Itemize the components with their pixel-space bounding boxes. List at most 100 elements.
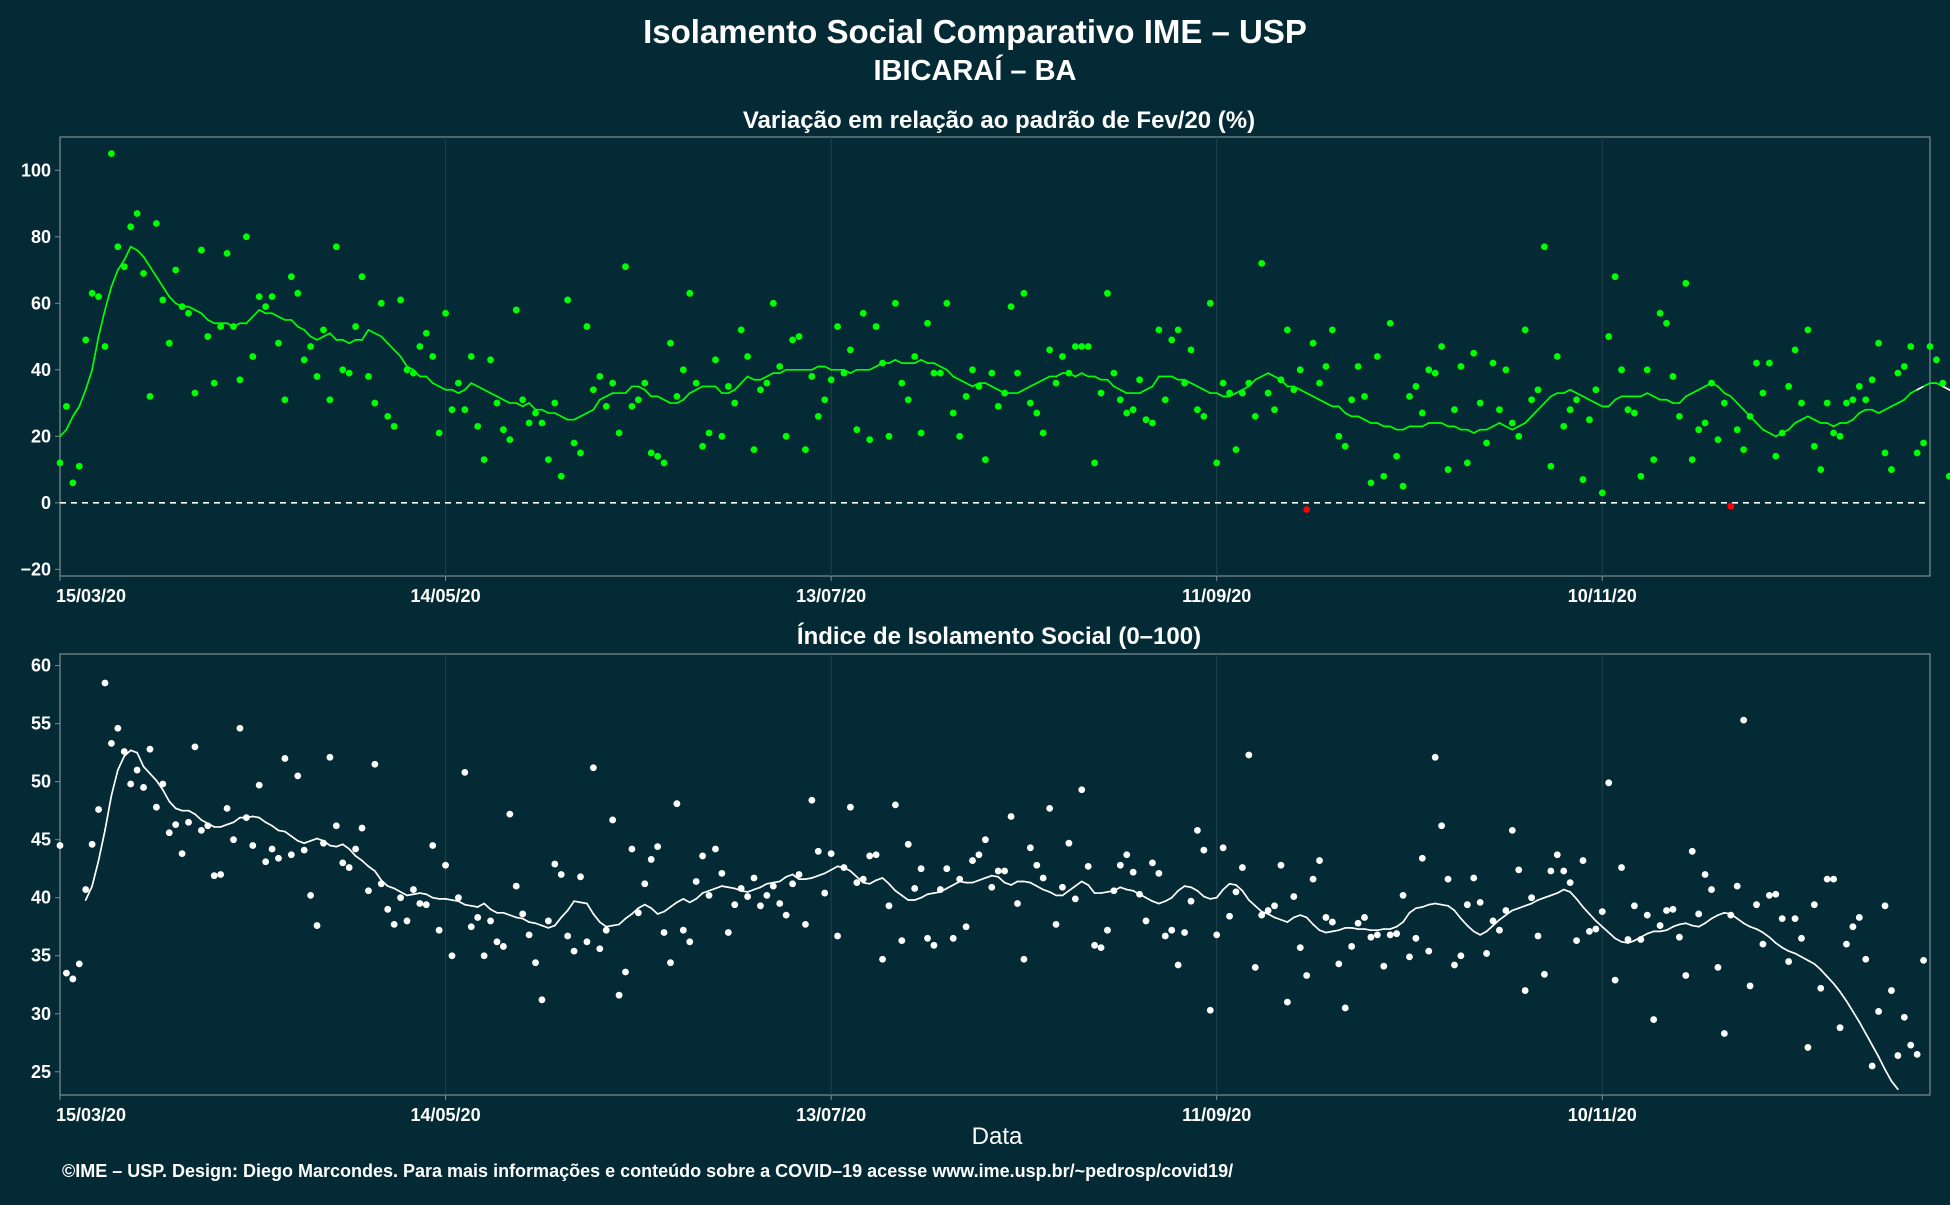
index-data-point [1669, 905, 1677, 913]
index-data-point [1290, 893, 1298, 900]
variation-moving-average-segment [1691, 388, 1700, 394]
index-data-point [101, 679, 109, 687]
index-data-point [1258, 911, 1266, 919]
index-data-point [949, 934, 957, 942]
variation-moving-average-segment [1845, 418, 1854, 424]
index-moving-average-segment [399, 891, 408, 897]
variation-data-point [1161, 396, 1169, 404]
variation-moving-average-segment [110, 269, 119, 288]
index-panel: Índice de Isolamento Social (0–100) 15/0… [31, 622, 1931, 1125]
index-data-point [1663, 907, 1670, 914]
index-data-point [1618, 864, 1625, 871]
variation-moving-average-segment [380, 335, 389, 345]
index-data-point [686, 938, 694, 946]
variation-data-point [1669, 373, 1677, 380]
index-moving-average-segment [714, 885, 723, 890]
variation-data-point [384, 412, 392, 420]
variation-data-point [461, 406, 469, 414]
variation-y-tick-label: 40 [31, 360, 51, 380]
variation-data-point [506, 436, 514, 444]
variation-data-point [577, 449, 584, 457]
index-moving-average-segment [1460, 917, 1469, 927]
index-moving-average-segment [187, 809, 196, 816]
index-data-point [872, 851, 880, 859]
variation-data-point [1470, 349, 1478, 357]
index-data-point [1142, 917, 1150, 925]
variation-data-point [962, 393, 970, 400]
index-data-point [1765, 891, 1773, 899]
index-data-point [1586, 927, 1593, 935]
index-moving-average-segment [309, 837, 318, 842]
variation-data-point [1778, 429, 1786, 437]
variation-data-point [268, 293, 276, 301]
index-moving-average-segment [149, 772, 158, 782]
index-moving-average-segment [489, 908, 498, 914]
variation-moving-average-segment [303, 329, 312, 338]
variation-moving-average-segment [714, 385, 723, 394]
index-data-point [1393, 930, 1401, 938]
index-data-point [1104, 926, 1111, 934]
index-moving-average-segment [1594, 920, 1604, 928]
index-data-point [500, 943, 507, 950]
index-moving-average-segment [1787, 950, 1796, 955]
variation-moving-average-segment [1543, 395, 1552, 404]
variation-data-point [956, 432, 964, 440]
variation-data-point [178, 303, 186, 311]
index-data-point [1341, 1004, 1349, 1012]
variation-data-point [1322, 363, 1330, 370]
variation-data-point [172, 266, 180, 274]
variation-data-point [564, 296, 572, 304]
index-data-point [320, 839, 327, 847]
index-moving-average-segment [785, 873, 794, 878]
variation-data-point [615, 429, 623, 437]
variation-moving-average-segment [958, 378, 967, 384]
index-data-point [1084, 862, 1092, 870]
variation-data-point [1579, 476, 1587, 483]
index-data-point [435, 926, 443, 934]
variation-moving-average-segment [1852, 412, 1861, 421]
index-data-point [1361, 914, 1368, 921]
variation-moving-average-segment [1569, 388, 1578, 394]
index-data-point [1759, 940, 1767, 948]
variation-moving-average-segment [849, 368, 858, 374]
index-data-point [1836, 1024, 1844, 1032]
variation-data-point [1020, 289, 1028, 297]
variation-moving-average-segment [1337, 405, 1347, 414]
index-moving-average-segment [1845, 1000, 1854, 1013]
variation-moving-average-segment [271, 312, 280, 318]
index-data-point [287, 851, 295, 859]
variation-data-point [1637, 472, 1645, 480]
variation-data-point [692, 379, 700, 387]
index-data-point [1496, 926, 1503, 934]
variation-data-point [1765, 359, 1773, 367]
index-data-point [1136, 890, 1143, 898]
variation-moving-average-segment [553, 412, 563, 418]
variation-moving-average-segment [1074, 372, 1083, 378]
index-data-point [281, 755, 289, 762]
index-moving-average-segment [1800, 956, 1809, 962]
variation-moving-average-segment [637, 385, 646, 391]
variation-data-point [1213, 459, 1221, 467]
variation-moving-average-segment [1511, 425, 1520, 431]
variation-moving-average-segment [1376, 422, 1385, 428]
variation-moving-average-segment [1903, 392, 1912, 401]
index-data-point [371, 760, 379, 768]
index-moving-average-segment [1125, 888, 1135, 892]
index-data-point [1746, 982, 1754, 990]
variation-data-point [191, 389, 199, 397]
index-data-point [1380, 962, 1388, 970]
index-data-point [1740, 716, 1748, 724]
index-moving-average-segment [110, 769, 119, 797]
variation-data-point [1444, 466, 1452, 473]
variation-data-point [1335, 432, 1343, 440]
index-moving-average-segment [329, 844, 338, 848]
index-data-point [493, 938, 501, 946]
index-moving-average-segment [579, 901, 588, 905]
index-moving-average-segment [573, 900, 582, 904]
index-data-point [1830, 875, 1838, 883]
index-moving-average-segment [367, 865, 376, 872]
variation-data-point [1586, 416, 1593, 424]
variation-data-point [377, 299, 385, 307]
variation-data-point [699, 442, 707, 450]
index-data-point [969, 857, 976, 864]
